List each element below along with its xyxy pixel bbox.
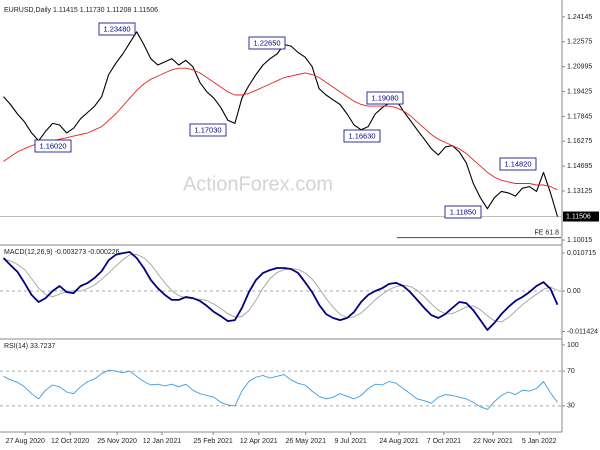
x-tick-label: 12 Jan 2021 xyxy=(143,438,182,445)
annotation-label: 1.17030 xyxy=(194,125,221,134)
annotation-label: 1.19080 xyxy=(371,93,398,102)
annotation-label: 1.14820 xyxy=(504,159,531,168)
annotation-label: 1.16020 xyxy=(39,141,66,150)
series-line xyxy=(3,369,558,410)
panel-title: MACD(12,26,9) -0.003273 -0.000226 xyxy=(4,249,120,256)
annotation-box xyxy=(444,205,482,219)
panel-title: EURUSD,Daily 1.11415 1.11730 1.11208 1.1… xyxy=(4,7,158,14)
annotation-box xyxy=(98,22,136,36)
annotation-label: 1.16630 xyxy=(348,131,375,140)
x-tick-label: 7 Oct 2021 xyxy=(427,438,461,445)
annotation-label: 1.22650 xyxy=(253,38,280,47)
watermark: ActionForex.com xyxy=(183,173,333,195)
series-line xyxy=(3,67,558,191)
x-tick-label: 5 Jan 2022 xyxy=(522,438,557,445)
y-tick-label: 0.010715 xyxy=(567,250,596,257)
y-tick-label: 1.17845 xyxy=(567,113,592,120)
x-tick-label: 24 Aug 2021 xyxy=(379,438,418,445)
y-tick-label: 0.00 xyxy=(567,288,581,295)
y-tick-label: 100 xyxy=(567,342,579,349)
annotation-label: 1.11850 xyxy=(450,207,477,216)
x-tick-label: 27 Aug 2020 xyxy=(6,438,45,445)
x-tick-label: 26 May 2021 xyxy=(286,438,327,445)
annotation-box xyxy=(248,36,286,50)
series-line xyxy=(2,251,559,331)
annotation-box xyxy=(343,129,381,143)
y-tick-label: 1.24145 xyxy=(567,14,592,21)
y-tick-label: 30 xyxy=(567,403,575,410)
last-price-box xyxy=(563,211,599,222)
y-tick-label: 1.22575 xyxy=(567,39,592,46)
y-tick-label: 1.10015 xyxy=(567,237,592,244)
series-line xyxy=(3,254,558,323)
y-tick-label: 1.14695 xyxy=(567,163,592,170)
last-price-label: 1.11506 xyxy=(566,213,591,220)
panel-title: RSI(14) 33.7237 xyxy=(4,343,55,350)
y-tick-label: 1.16275 xyxy=(567,138,592,145)
y-tick-label: 70 xyxy=(567,368,575,375)
x-tick-label: 12 Apr 2021 xyxy=(240,438,278,445)
x-tick-label: 22 Nov 2021 xyxy=(473,438,513,445)
y-tick-label: 1.20995 xyxy=(567,64,592,71)
y-tick-label: -0.011424 xyxy=(567,328,598,335)
annotation-box xyxy=(34,139,72,153)
annotation-box xyxy=(189,123,227,137)
x-tick-label: 12 Oct 2020 xyxy=(51,438,89,445)
x-tick-label: 25 Nov 2020 xyxy=(97,438,137,445)
y-tick-label: 1.19425 xyxy=(567,88,592,95)
fe-label: FE 61.8 xyxy=(534,229,559,236)
x-tick-label: 25 Feb 2021 xyxy=(194,438,233,445)
x-tick-label: 9 Jul 2021 xyxy=(334,438,366,445)
y-tick-label: 1.13125 xyxy=(567,188,592,195)
annotation-box xyxy=(366,91,404,105)
annotation-label: 1.23480 xyxy=(103,24,130,33)
annotation-box xyxy=(499,157,537,171)
